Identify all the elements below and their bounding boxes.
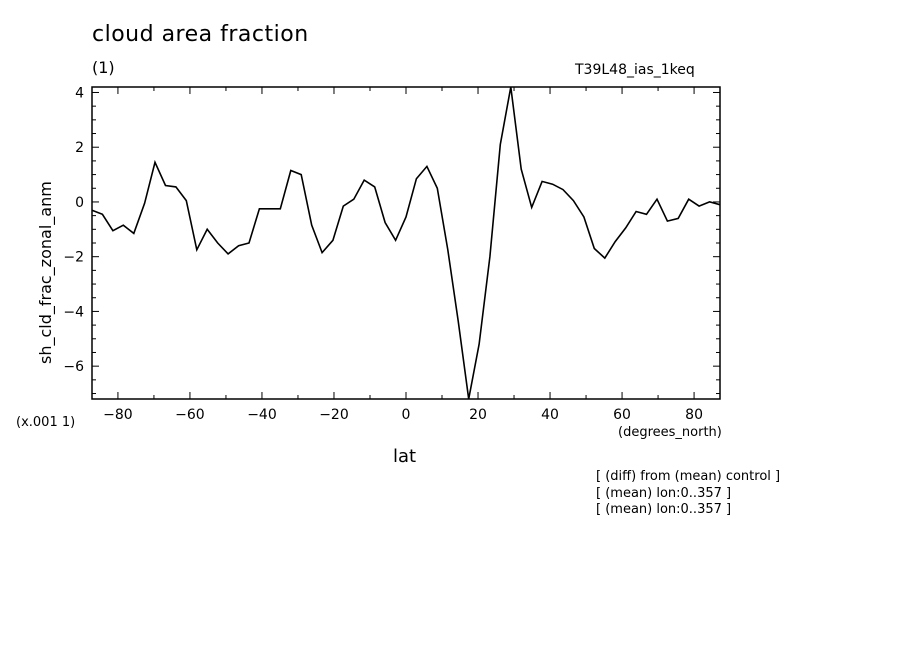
note-diff: [ (diff) from (mean) control ]	[596, 469, 781, 484]
axis-ticks	[92, 87, 720, 399]
y-tick-label: 0	[75, 195, 84, 211]
y-tick-label: 2	[75, 140, 84, 156]
x-tick-label: 40	[541, 407, 559, 423]
x-tick-label: 20	[469, 407, 487, 423]
plot-frame	[91, 86, 721, 400]
units-label: (1)	[92, 58, 115, 77]
x-tick-label: 0	[402, 407, 411, 423]
x-tick-label: 80	[685, 407, 703, 423]
x-axis-units: (degrees_north)	[618, 425, 722, 440]
x-tick-label: −60	[175, 407, 205, 423]
note-mean-lon-1: [ (mean) lon:0..357 ]	[596, 486, 732, 501]
x-axis-label: lat	[393, 446, 417, 467]
chart-title: cloud area fraction	[92, 22, 309, 47]
x-tick-label: −20	[319, 407, 349, 423]
y-tick-label: −4	[63, 304, 84, 320]
y-tick-label: −2	[63, 250, 84, 266]
note-mean-lon-2: [ (mean) lon:0..357 ]	[596, 502, 732, 517]
y-tick-label: 4	[75, 85, 84, 101]
x-tick-label: −80	[103, 407, 133, 423]
run-id-label: T39L48_ias_1keq	[575, 62, 695, 78]
x-tick-label: 60	[613, 407, 631, 423]
x-tick-label: −40	[247, 407, 277, 423]
series-line	[91, 86, 721, 400]
scale-factor-label: (x.001 1)	[16, 415, 76, 430]
y-tick-label: −6	[63, 359, 84, 375]
